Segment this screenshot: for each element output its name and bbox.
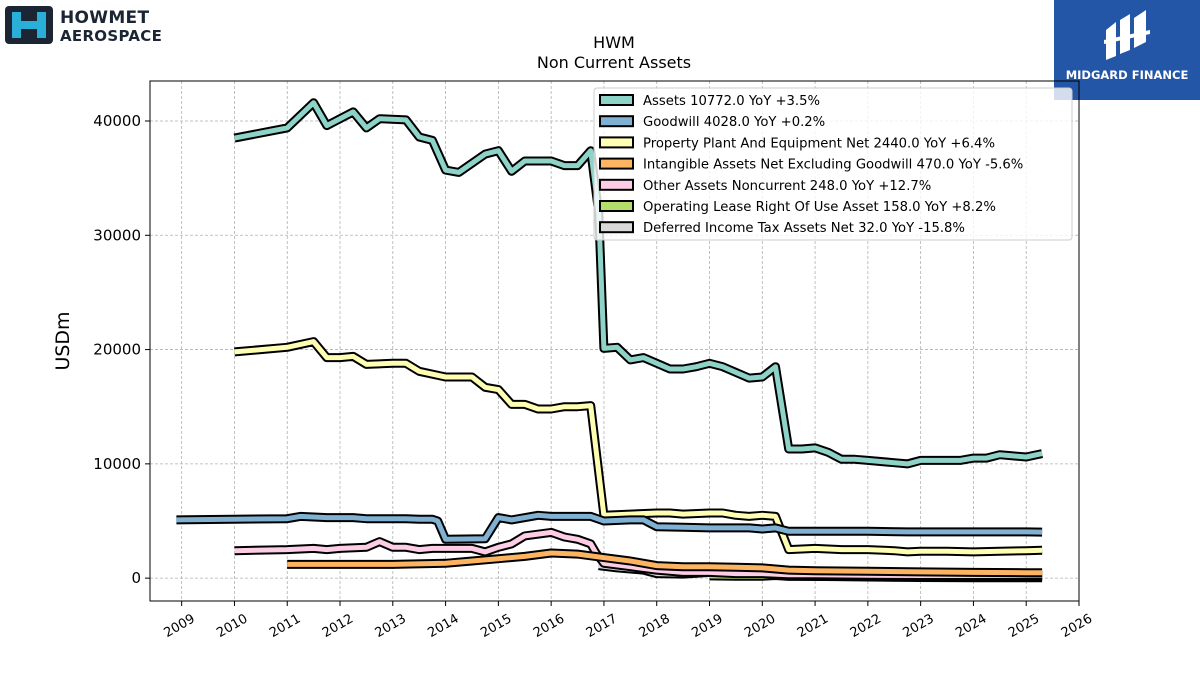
x-tick-label: 2010	[214, 611, 250, 641]
legend-swatch	[599, 221, 634, 234]
series-line-stroke	[234, 529, 1043, 578]
legend-item: Assets 10772.0 YoY +3.5%	[599, 94, 820, 109]
x-tick-label: 2011	[267, 611, 303, 641]
y-tick-label: 0	[131, 569, 141, 587]
logo-line-2: AEROSPACE	[60, 27, 163, 45]
series-line	[234, 337, 1043, 557]
legend-swatch	[599, 136, 634, 149]
x-tick-label: 2019	[689, 611, 725, 641]
plot-frame	[149, 80, 1080, 602]
legend-label: Assets 10772.0 YoY +3.5%	[643, 94, 820, 109]
legend-box	[593, 87, 1073, 241]
midgard-logo-text: MIDGARD FINANCE	[1065, 68, 1189, 82]
howmet-logo-mark-icon	[5, 6, 53, 44]
series-line	[287, 548, 1043, 578]
x-tick-label: 2017	[584, 611, 620, 641]
y-axis-label: USDm	[52, 311, 74, 370]
legend: Assets 10772.0 YoY +3.5% Goodwill 4028.0 …	[593, 87, 1073, 241]
y-tick-label: 30000	[93, 226, 141, 244]
legend-item: Goodwill 4028.0 YoY +0.2%	[599, 115, 825, 130]
legend-item: Intangible Assets Net Excluding Goodwill…	[599, 157, 1023, 173]
legend-swatch	[599, 94, 634, 106]
x-tick-label: 2013	[373, 611, 409, 641]
x-tick-label: 2015	[478, 611, 514, 641]
y-tick-label: 40000	[93, 112, 141, 130]
series-line	[234, 527, 1043, 580]
chart-subtitle: Non Current Assets	[537, 53, 691, 72]
x-tick-label: 2025	[1006, 611, 1042, 641]
y-tick-label: 10000	[93, 455, 141, 473]
series-line	[233, 98, 1044, 469]
midgard-emblem-icon	[1104, 10, 1150, 60]
x-tick-label: 2014	[425, 611, 461, 641]
howmet-aerospace-logo: HOWMET AEROSPACE	[5, 6, 205, 46]
x-tick-label: 2022	[848, 611, 884, 641]
legend-swatch	[599, 157, 634, 170]
series-line-stroke	[287, 550, 1043, 576]
legend-item: Property Plant And Equipment Net 2440.0 …	[599, 136, 995, 151]
x-tick-label: 2021	[795, 611, 831, 641]
x-tick-label: 2023	[900, 611, 936, 641]
legend-label: Intangible Assets Net Excluding Goodwill…	[643, 158, 1023, 173]
midgard-finance-logo: MIDGARD FINANCE	[1054, 0, 1200, 100]
x-tick-label: 2026	[1059, 611, 1095, 641]
legend-item: Other Assets Noncurrent 248.0 YoY +12.7%	[599, 178, 931, 194]
legend-item: Operating Lease Right Of Use Asset 158.0…	[599, 200, 996, 215]
legend-swatch	[599, 115, 634, 128]
legend-label: Goodwill 4028.0 YoY +0.2%	[643, 115, 825, 130]
x-tick-label: 2012	[320, 611, 356, 641]
x-tick-label: 2016	[531, 611, 567, 641]
y-tick-label: 20000	[93, 341, 141, 359]
legend-label: Other Assets Noncurrent 248.0 YoY +12.7%	[643, 179, 931, 194]
x-tick-label: 2018	[637, 611, 673, 641]
series-line-stroke	[176, 512, 1043, 542]
x-tick-label: 2009	[162, 611, 198, 641]
chart-title: HWM	[593, 33, 635, 52]
legend-swatch	[599, 200, 634, 212]
legend-label: Operating Lease Right Of Use Asset 158.0…	[643, 200, 996, 215]
legend-label: Property Plant And Equipment Net 2440.0 …	[643, 136, 995, 151]
logo-line-1: HOWMET	[60, 8, 150, 28]
legend-item: Deferred Income Tax Assets Net 32.0 YoY …	[599, 221, 965, 236]
series-line-stroke	[234, 339, 1043, 555]
x-tick-label: 2024	[953, 611, 989, 641]
series-line	[176, 510, 1043, 544]
legend-label: Deferred Income Tax Assets Net 32.0 YoY …	[643, 221, 965, 236]
series-lines	[176, 98, 1044, 583]
x-tick-label: 2020	[742, 611, 778, 641]
legend-swatch	[599, 178, 634, 191]
series-line-stroke	[234, 100, 1043, 467]
